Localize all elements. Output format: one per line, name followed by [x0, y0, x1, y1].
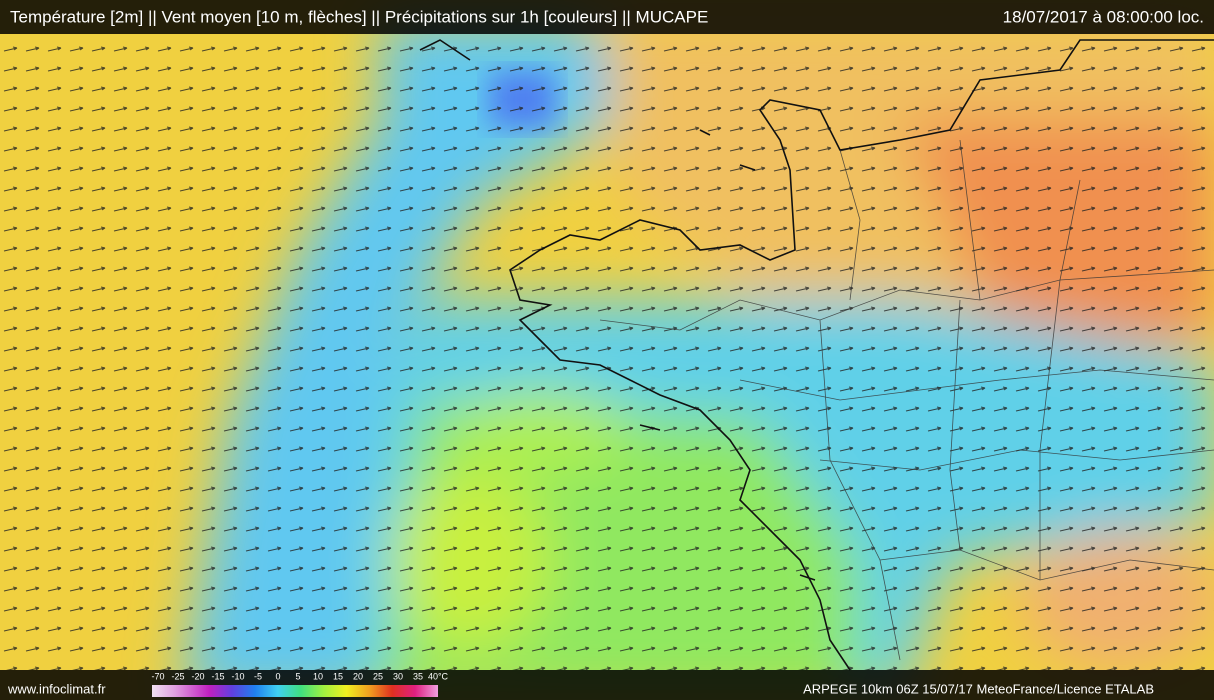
borders [599, 139, 1214, 661]
colorbar-label: 25 [373, 671, 383, 681]
header-bar [0, 0, 1214, 34]
colorbar-label: -5 [254, 671, 262, 681]
colorbar-label: -10 [231, 671, 244, 681]
colorbar-label: 40°C [428, 671, 449, 681]
title: Température [2m] || Vent moyen [10 m, fl… [10, 7, 708, 26]
colorbar-label: 35 [413, 671, 423, 681]
colorbar-label: 30 [393, 671, 403, 681]
wind-arrows [0, 34, 1214, 670]
colorbar-label: -20 [191, 671, 204, 681]
datetime: 18/07/2017 à 08:00:00 loc. [1003, 7, 1204, 26]
coastlines [419, 39, 1214, 671]
colorbar-label: 20 [353, 671, 363, 681]
colorbar-label: -25 [171, 671, 184, 681]
colorbar [152, 685, 438, 697]
colorbar-label: 5 [295, 671, 300, 681]
colorbar-labels: -70 -25 -20 -15 -10 -5 0 5 10 15 20 25 30 35 40°C [151, 671, 448, 681]
credit: ARPEGE 10km 06Z 15/07/17 MeteoFrance/Lic… [803, 681, 1154, 696]
colorbar-label: -15 [211, 671, 224, 681]
colorbar-label: -70 [151, 671, 164, 681]
colorbar-label: 10 [313, 671, 323, 681]
site: www.infoclimat.fr [7, 681, 106, 696]
colorbar-label: 15 [333, 671, 343, 681]
colorbar-label: 0 [275, 671, 280, 681]
